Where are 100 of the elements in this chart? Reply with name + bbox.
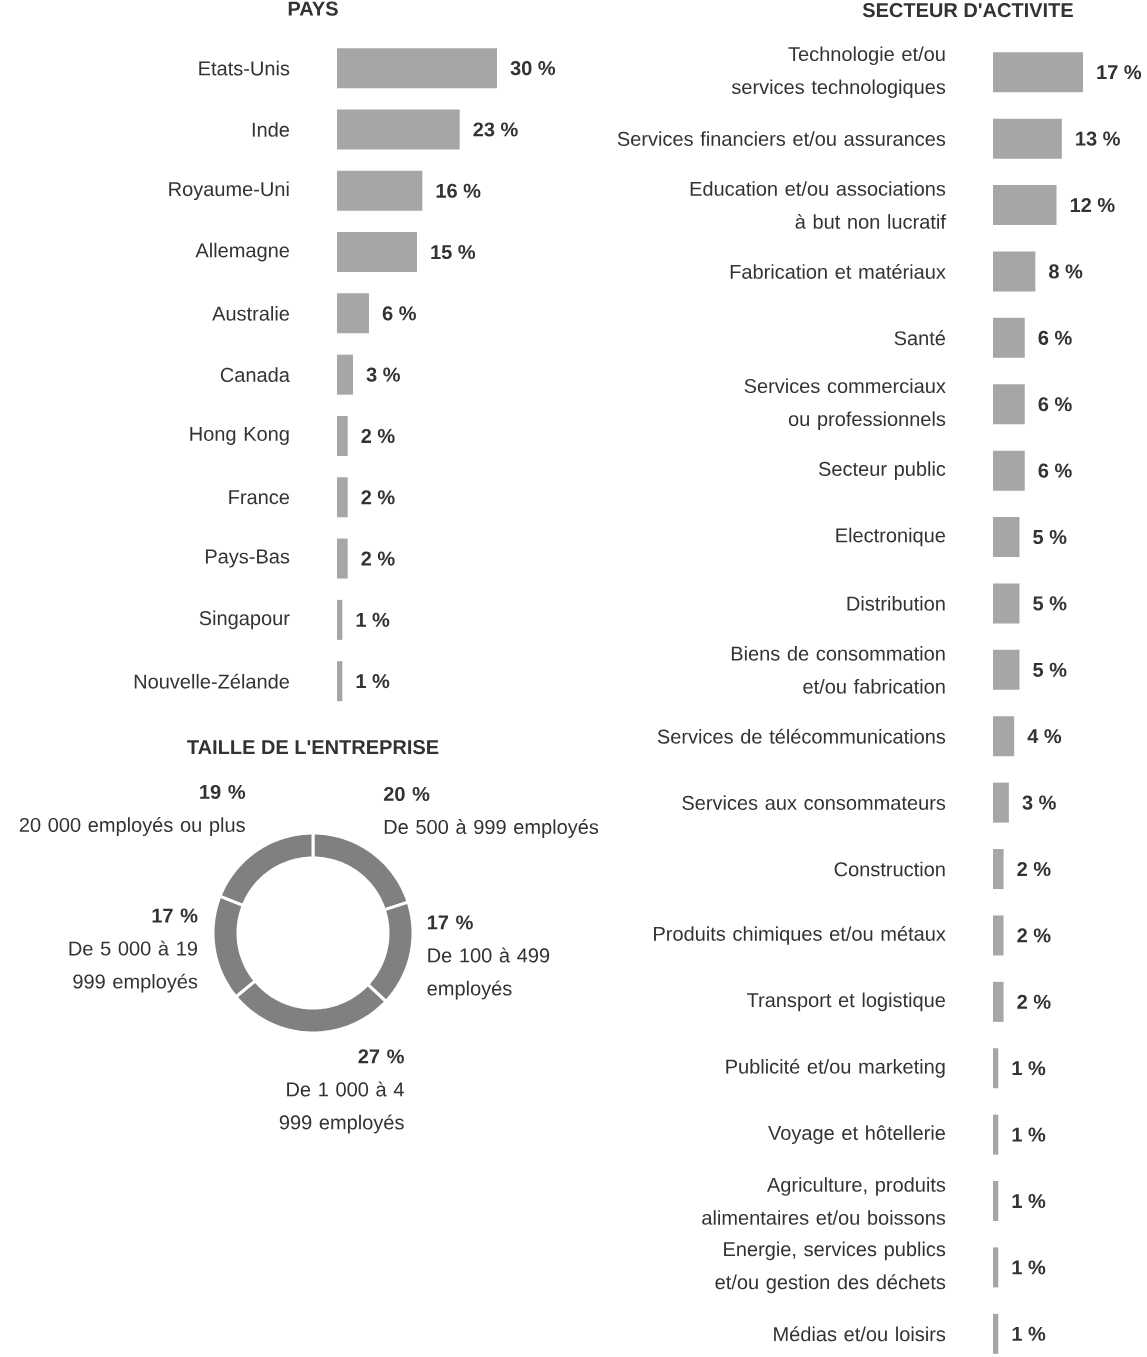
bar xyxy=(992,384,1025,425)
y-tick-label: Electronique xyxy=(836,527,945,547)
bar xyxy=(337,599,343,640)
y-tick-label: Energie, services publics et/ou gestion des déchets xyxy=(715,1241,946,1294)
y-tick-label: Singapour xyxy=(199,610,290,630)
y-tick-label: Distribution xyxy=(847,596,945,611)
data-label: 16 % xyxy=(436,183,481,198)
bar xyxy=(992,517,1020,558)
y-tick-label: Services financiers et/ou assurances xyxy=(617,131,946,146)
data-label: 17 % xyxy=(1097,65,1142,80)
data-label: 5 % xyxy=(1033,662,1067,677)
bar xyxy=(337,477,348,518)
slice-label: De 500 à 999 employés xyxy=(384,819,599,838)
bar xyxy=(992,185,1057,226)
data-label: 5 % xyxy=(1033,596,1067,611)
bar xyxy=(337,109,460,150)
bar xyxy=(992,649,1020,690)
y-tick-label: Voyage et hôtellerie xyxy=(768,1125,945,1144)
chart-title: PAYS xyxy=(288,1,338,16)
chart-title: SECTEUR D'ACTIVITE xyxy=(862,3,1073,18)
data-label: 1 % xyxy=(1012,1193,1046,1209)
y-tick-label: Produits chimiques et/ou métaux xyxy=(654,925,946,945)
bar xyxy=(992,118,1062,159)
slice-label: De 1 000 à 4 999 employés xyxy=(279,1081,404,1134)
data-label: 19 % xyxy=(200,784,246,800)
y-tick-label: Fabrication et matériaux xyxy=(730,263,946,279)
bar xyxy=(992,1181,999,1222)
bar xyxy=(992,1247,999,1288)
data-label: 23 % xyxy=(473,122,518,137)
data-label: 1 % xyxy=(356,612,390,627)
y-tick-label: Pays-Bas xyxy=(205,549,290,568)
data-label: 30 % xyxy=(510,61,556,76)
data-label: 6 % xyxy=(382,306,416,321)
data-label: 1 % xyxy=(1012,1127,1046,1142)
data-label: 6 % xyxy=(1038,330,1072,345)
y-tick-label: France xyxy=(229,490,290,505)
bar xyxy=(992,450,1025,491)
y-tick-label: Services commerciaux ou professionnels xyxy=(744,378,946,431)
data-label: 1 % xyxy=(1012,1260,1046,1275)
data-label: 17 % xyxy=(152,908,198,923)
data-label: 20 % xyxy=(383,786,430,802)
chart-title: TAILLE DE L'ENTREPRISE xyxy=(187,740,439,755)
y-tick-label: Nouvelle-Zélande xyxy=(134,673,289,689)
y-tick-label: Canada xyxy=(220,367,290,383)
data-label: 8 % xyxy=(1049,264,1083,279)
data-label: 12 % xyxy=(1070,197,1115,213)
y-tick-label: Publicité et/ou marketing xyxy=(726,1058,945,1078)
data-label: 13 % xyxy=(1076,131,1120,146)
y-tick-label: Services aux consommateurs xyxy=(682,795,946,810)
bar xyxy=(992,317,1025,358)
bar xyxy=(337,293,369,334)
bar xyxy=(992,583,1020,624)
y-tick-label: Technologie et/ou services technologiques xyxy=(731,46,946,99)
y-tick-label: Australie xyxy=(212,306,290,321)
bar xyxy=(992,849,1004,890)
data-label: 15 % xyxy=(431,245,476,260)
bar xyxy=(337,232,417,273)
data-label: 27 % xyxy=(358,1049,404,1064)
data-label: 2 % xyxy=(1017,861,1051,877)
y-tick-label: Santé xyxy=(894,330,946,346)
bar xyxy=(337,415,348,456)
data-label: 2 % xyxy=(1017,928,1051,943)
bar xyxy=(992,915,1004,956)
y-tick-label: Agriculture, produits alimentaires et/ou boissons xyxy=(702,1177,946,1225)
data-label: 3 % xyxy=(366,367,400,382)
y-tick-label: Hong Kong xyxy=(190,427,289,445)
y-tick-label: Transport et logistique xyxy=(747,992,945,1012)
y-tick-label: Construction xyxy=(834,861,945,877)
data-label: 1 % xyxy=(1012,1326,1046,1341)
bar xyxy=(992,1313,999,1354)
bar xyxy=(992,716,1015,757)
data-label: 2 % xyxy=(361,428,395,444)
slice-label: De 100 à 499 employés xyxy=(427,947,550,1000)
data-label: 17 % xyxy=(427,915,473,930)
data-label: 5 % xyxy=(1033,529,1067,545)
y-tick-label: Médias et/ou loisirs xyxy=(774,1326,946,1342)
slice-label: 20 000 employés ou plus xyxy=(19,817,245,836)
data-label: 6 % xyxy=(1038,397,1072,412)
bar xyxy=(992,981,1004,1022)
y-tick-label: Allemagne xyxy=(195,242,290,262)
data-label: 1 % xyxy=(1012,1061,1046,1076)
y-tick-label: Inde xyxy=(252,122,290,137)
data-label: 1 % xyxy=(356,674,390,689)
bar xyxy=(992,52,1083,93)
data-label: 4 % xyxy=(1027,729,1062,744)
y-tick-label: Royaume-Uni xyxy=(169,181,289,201)
y-tick-label: Services de télécommunications xyxy=(657,728,946,744)
bar xyxy=(992,251,1036,292)
bar xyxy=(992,1048,999,1089)
data-label: 2 % xyxy=(361,490,395,505)
bar xyxy=(337,661,343,702)
y-tick-label: Secteur public xyxy=(818,461,946,480)
data-label: 3 % xyxy=(1022,795,1056,810)
bar xyxy=(337,538,348,579)
y-tick-label: Education et/ou associations à but non lucratif xyxy=(690,181,946,229)
bar xyxy=(337,170,423,211)
y-tick-label: Etats-Unis xyxy=(199,60,290,76)
bar xyxy=(992,1114,999,1155)
data-label: 2 % xyxy=(361,551,395,566)
data-label: 2 % xyxy=(1017,994,1051,1009)
